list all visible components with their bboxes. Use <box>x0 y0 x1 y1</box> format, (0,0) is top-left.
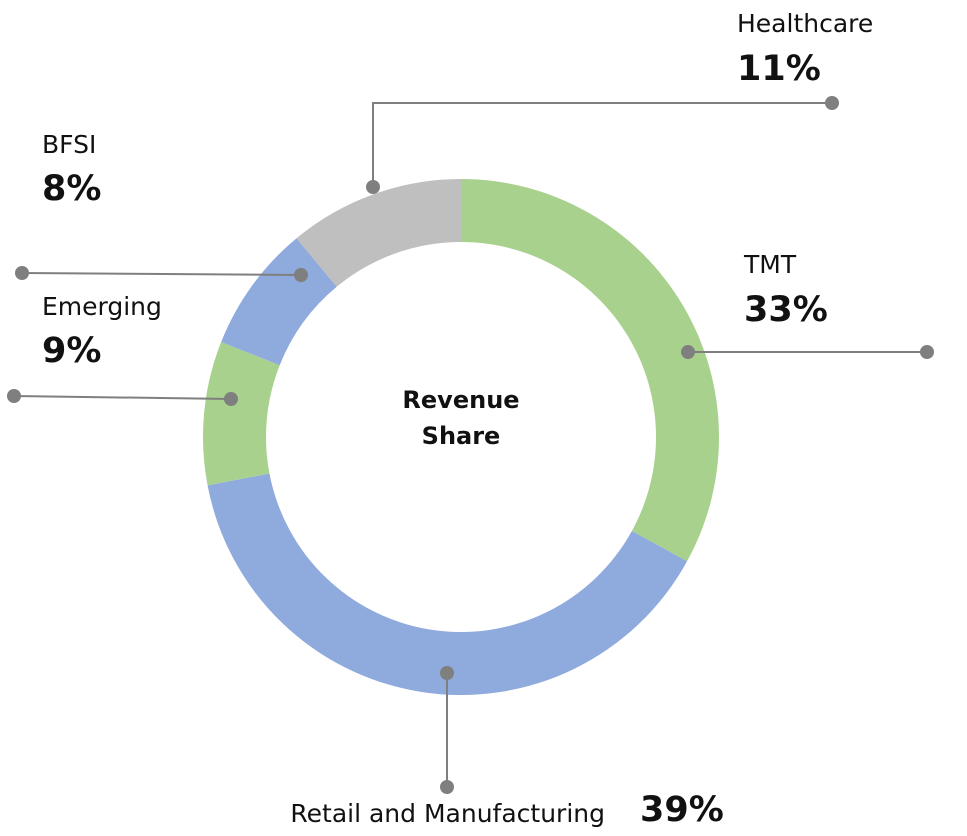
donut-segment <box>221 238 337 366</box>
leader-dot <box>440 780 454 794</box>
leader-dot <box>440 666 454 680</box>
value-label: 11% <box>737 49 821 89</box>
value-label: 33% <box>744 290 828 330</box>
category-label: Emerging <box>42 292 162 321</box>
leader-dot <box>224 392 238 406</box>
center-label: Revenue Share <box>402 386 520 450</box>
value-label: 8% <box>42 169 101 209</box>
leader-dot <box>920 345 934 359</box>
leader-dot <box>15 266 29 280</box>
donut-segment <box>296 179 461 287</box>
category-label: BFSI <box>42 130 96 159</box>
value-label: 39% <box>640 790 724 830</box>
leader-dot <box>825 96 839 110</box>
donut-segment <box>202 342 280 486</box>
leader-line <box>21 272 302 276</box>
leader-dot <box>7 389 21 403</box>
category-label: Healthcare <box>737 9 873 38</box>
leader-dot <box>294 268 308 282</box>
donut-segment <box>207 473 688 695</box>
category-label: Retail and Manufacturing <box>290 799 605 828</box>
leader-dot <box>681 345 695 359</box>
leader-dot <box>366 180 380 194</box>
donut-segment <box>461 179 719 562</box>
leader-line <box>13 395 232 400</box>
leader-line <box>372 102 832 187</box>
category-label: TMT <box>743 250 797 279</box>
value-label: 9% <box>42 331 101 371</box>
